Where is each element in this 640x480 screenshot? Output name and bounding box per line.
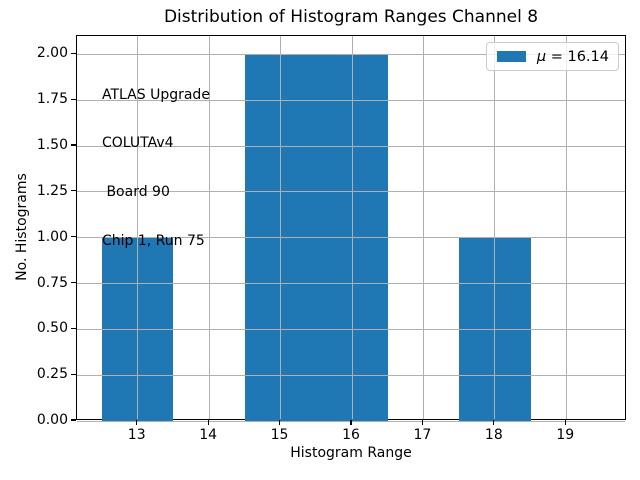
y-tick-label: 1.50 — [36, 137, 68, 153]
grid-line-vertical — [208, 36, 210, 419]
grid-line-horizontal — [77, 237, 625, 239]
y-tick-mark — [71, 419, 76, 421]
annotation: ATLAS Upgrade COLUTAv4 Board 90 Chip 1, … — [102, 54, 210, 282]
x-tick-label: 15 — [270, 427, 289, 443]
x-tick-mark — [421, 420, 424, 425]
grid-line-vertical — [351, 36, 353, 419]
y-tick-label: 0.00 — [36, 412, 68, 428]
chart-title: Distribution of Histogram Ranges Channel… — [163, 7, 539, 27]
x-tick-label: 17 — [413, 427, 432, 443]
x-tick-label: 14 — [199, 427, 218, 443]
y-tick-label: 0.75 — [36, 274, 68, 291]
y-tick-mark — [71, 144, 76, 146]
grid-line-horizontal — [77, 145, 625, 147]
grid-line-vertical — [137, 36, 139, 419]
legend: μ = 16.14 — [485, 42, 619, 71]
grid-line-horizontal — [77, 99, 625, 101]
x-tick-mark — [207, 420, 209, 425]
y-tick-label: 1.00 — [36, 228, 68, 245]
annotation-line-4: Chip 1, Run 75 — [102, 233, 205, 250]
x-tick-label: 19 — [556, 427, 575, 443]
x-axis-label: Histogram Range — [290, 445, 412, 461]
x-tick-label: 13 — [127, 427, 146, 443]
grid-line-horizontal — [77, 53, 625, 55]
legend-label: μ = 16.14 — [537, 49, 609, 65]
grid-line-horizontal — [77, 374, 625, 376]
x-tick-mark — [564, 420, 566, 425]
x-tick-label: 18 — [484, 427, 503, 443]
annotation-line-2: COLUTAv4 — [102, 135, 174, 152]
y-tick-mark — [71, 373, 76, 375]
y-tick-label: 2.00 — [36, 45, 68, 62]
legend-swatch — [496, 51, 526, 62]
x-tick-mark — [350, 420, 352, 425]
plot-area: ATLAS Upgrade COLUTAv4 Board 90 Chip 1, … — [76, 35, 626, 422]
y-tick-label: 0.25 — [36, 366, 68, 383]
grid-line-horizontal — [77, 328, 625, 330]
x-tick-mark — [136, 420, 138, 425]
grid-line-horizontal — [77, 283, 625, 284]
mu-symbol: μ — [536, 48, 547, 65]
x-tick-label: 16 — [342, 427, 360, 443]
y-tick-mark — [71, 52, 76, 54]
x-tick-mark — [493, 420, 495, 425]
grid-line-vertical — [494, 36, 496, 419]
annotation-line-3: Board 90 — [102, 184, 170, 201]
y-tick-label: 1.75 — [36, 91, 68, 108]
y-tick-mark — [71, 327, 76, 329]
y-tick-mark — [71, 190, 76, 192]
annotation-line-1: ATLAS Upgrade — [102, 86, 210, 103]
grid-line-vertical — [422, 36, 424, 419]
y-tick-mark — [71, 281, 76, 284]
grid-line-vertical — [280, 36, 282, 419]
y-tick-label: 0.50 — [36, 320, 68, 337]
y-axis-label: No. Histograms — [14, 173, 30, 281]
x-tick-mark — [278, 420, 281, 425]
y-tick-label: 1.25 — [36, 182, 68, 199]
grid-line-horizontal — [77, 191, 625, 193]
legend-value: = 16.14 — [546, 48, 609, 65]
y-tick-mark — [71, 236, 76, 238]
grid-line-vertical — [565, 36, 567, 419]
y-tick-mark — [71, 98, 76, 100]
